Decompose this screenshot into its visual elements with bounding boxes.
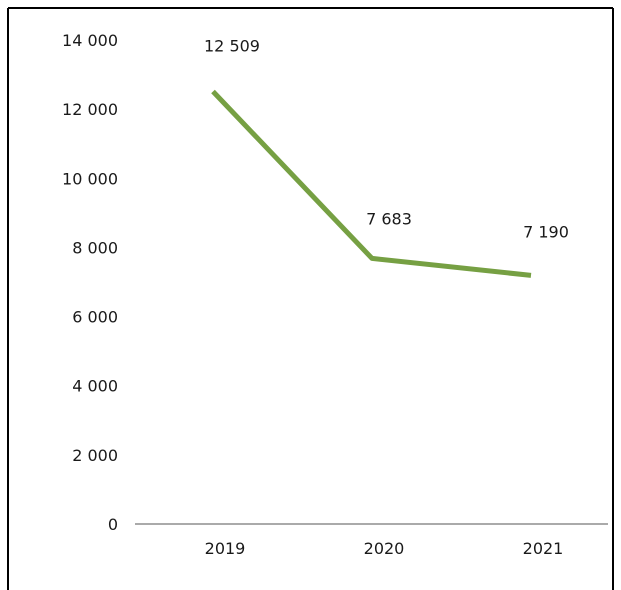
- y-tick-label: 8 000: [72, 238, 118, 257]
- x-tick-label: 2019: [205, 539, 246, 558]
- data-label: 7 190: [523, 222, 569, 241]
- x-tick-label: 2021: [523, 539, 564, 558]
- y-tick-label: 12 000: [62, 100, 118, 119]
- y-tick-label: 2 000: [72, 446, 118, 465]
- x-tick-label: 2020: [364, 539, 405, 558]
- data-label: 7 683: [366, 209, 412, 228]
- data-label: 12 509: [204, 37, 260, 56]
- data-labels: 12 509 7 683 7 190: [204, 37, 569, 242]
- x-axis-tick-labels: 2019 2020 2021: [205, 539, 564, 558]
- series-layer: [211, 89, 532, 278]
- y-tick-label: 0: [108, 515, 118, 534]
- y-tick-label: 6 000: [72, 308, 118, 327]
- y-tick-label: 10 000: [62, 169, 118, 188]
- series-line: [211, 89, 532, 278]
- y-axis-tick-labels: 0 2 000 4 000 6 000 8 000 10 000 12 000 14 000: [62, 31, 118, 534]
- y-tick-label: 4 000: [72, 377, 118, 396]
- y-tick-label: 14 000: [62, 31, 118, 50]
